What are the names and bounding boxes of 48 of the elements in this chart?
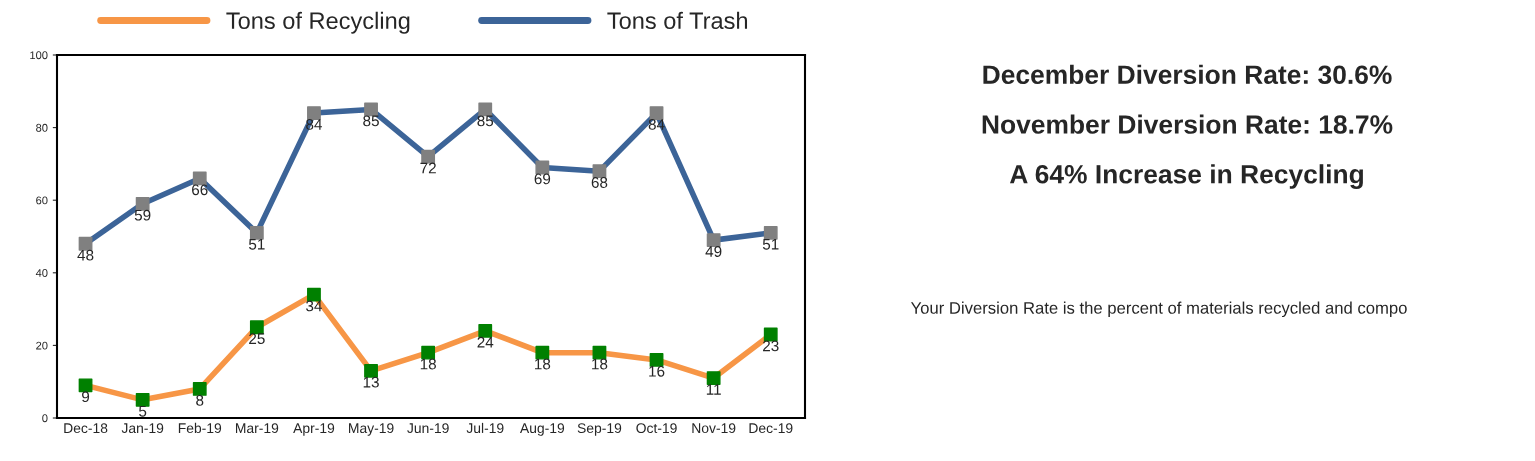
data-label: 69 (534, 173, 551, 185)
data-label: 18 (420, 358, 436, 370)
data-label: 51 (248, 238, 265, 250)
data-label: 85 (363, 115, 379, 127)
data-label: 25 (249, 333, 265, 345)
x-tick-label: Jun-19 (407, 423, 449, 434)
data-label: 11 (706, 384, 721, 395)
x-tick-label: Oct-19 (636, 423, 677, 434)
data-label: 18 (535, 358, 551, 370)
data-label: 18 (592, 358, 608, 370)
data-label: 68 (591, 177, 608, 188)
x-tick-label: Dec-18 (64, 423, 108, 434)
data-label: 48 (77, 249, 94, 261)
y-tick-label: 60 (36, 196, 48, 205)
y-tick-label: 80 (36, 123, 48, 132)
data-label: 9 (82, 391, 90, 403)
y-tick-label: 20 (36, 341, 48, 350)
data-label: 8 (196, 394, 204, 406)
y-tick-label: 40 (35, 269, 48, 277)
data-label: 51 (762, 238, 779, 250)
text: Your Diversion Rate is the percent of materials recycled and compo (910, 301, 1407, 318)
x-tick-label: Aug-19 (519, 423, 565, 436)
data-label: 72 (420, 162, 436, 174)
y-tick-label: 0 (42, 414, 48, 423)
x-tick-label: Apr-19 (293, 423, 335, 436)
x-tick-label: Feb-19 (178, 422, 222, 434)
y-tick-label: 100 (30, 51, 48, 60)
x-tick-label: Sep-19 (577, 423, 622, 436)
data-label: 85 (477, 115, 494, 127)
x-tick-label: Jan-19 (121, 423, 164, 434)
data-label: 66 (192, 184, 208, 196)
text: November Diversion Rate: 18.7% (982, 114, 1393, 134)
x-tick-label: Jul-19 (466, 422, 504, 434)
data-label: 59 (134, 209, 151, 221)
data-label: 23 (763, 340, 779, 352)
text: A 64% Increase in Recycling (1009, 164, 1363, 189)
x-tick-label: May-19 (349, 423, 394, 436)
data-label: 24 (477, 336, 494, 348)
legend-label: Tons of Trash (607, 11, 748, 30)
data-label: 16 (649, 365, 665, 377)
text: December Diversion Rate: 30.6% (983, 64, 1392, 85)
data-label: 49 (705, 246, 722, 257)
data-label: 13 (363, 376, 379, 388)
x-tick-label: Mar-19 (235, 423, 279, 434)
x-tick-label: Nov-19 (692, 423, 736, 434)
legend-label: Tons of Recycling (226, 11, 410, 34)
x-tick-label: Dec-19 (749, 423, 793, 434)
data-label: 5 (139, 405, 147, 417)
